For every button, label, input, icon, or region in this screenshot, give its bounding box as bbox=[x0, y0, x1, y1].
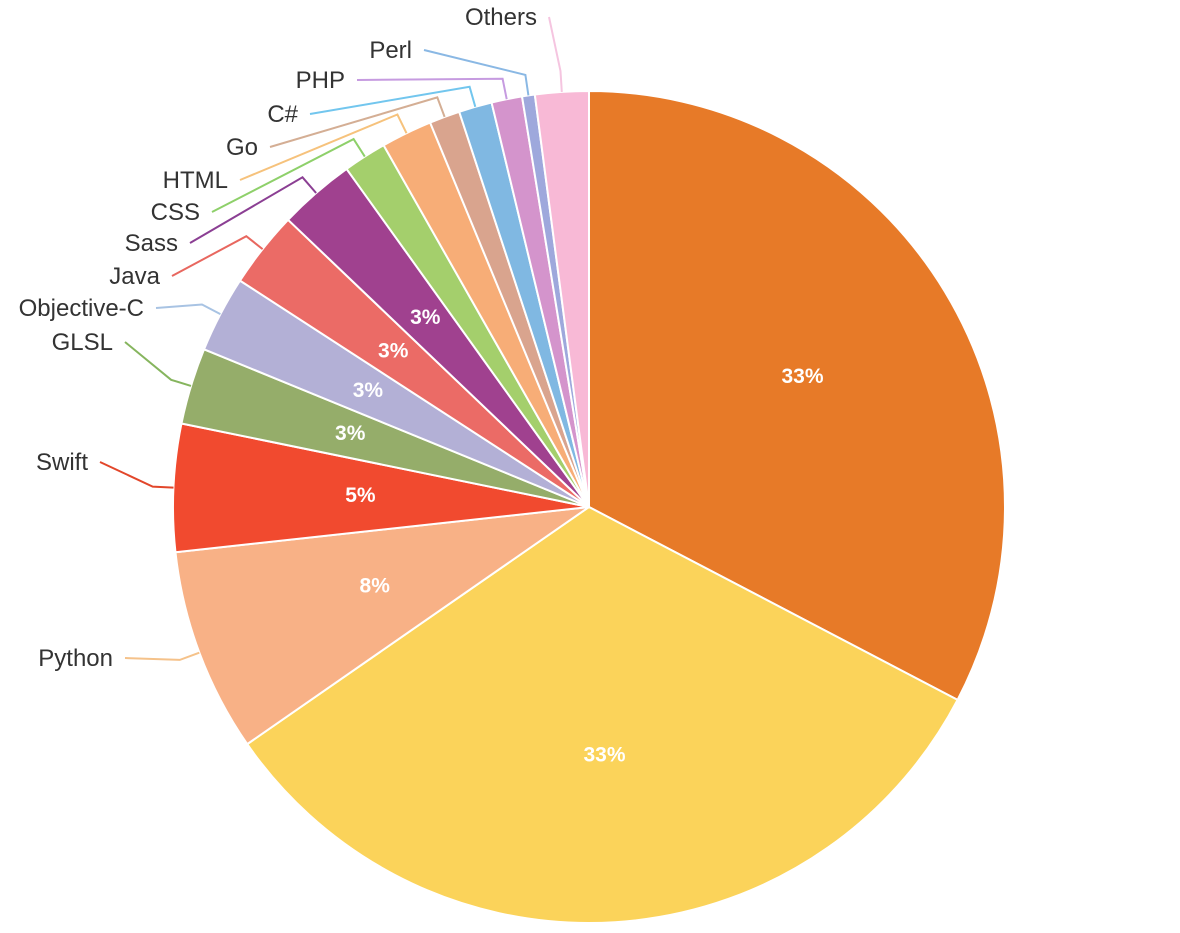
pie-slice-python bbox=[174, 506, 590, 746]
leader-line bbox=[189, 176, 317, 244]
category-label: Swift bbox=[36, 449, 88, 476]
percentage-label: 3% bbox=[410, 306, 441, 329]
pie-slice-slice-0 bbox=[588, 90, 1006, 701]
category-label: Others bbox=[465, 4, 537, 31]
leader-line bbox=[423, 49, 530, 96]
category-label: Objective-C bbox=[19, 295, 144, 322]
category-label: GLSL bbox=[52, 329, 113, 356]
leader-line bbox=[309, 85, 477, 115]
leader-line bbox=[171, 235, 264, 277]
percentage-label: 3% bbox=[335, 422, 366, 445]
leader-line bbox=[155, 303, 221, 315]
leader-line bbox=[239, 113, 408, 181]
leader-line bbox=[356, 77, 508, 100]
pie-slice-slice-1 bbox=[246, 506, 959, 924]
category-label: PHP bbox=[296, 67, 345, 94]
category-label: Sass bbox=[125, 230, 178, 257]
leader-lines bbox=[99, 16, 563, 661]
pie-slices bbox=[172, 89, 1006, 924]
category-label: C# bbox=[267, 101, 298, 128]
category-label: HTML bbox=[163, 167, 228, 194]
leader-line bbox=[99, 461, 174, 489]
leader-line bbox=[269, 96, 446, 148]
percentage-label: 3% bbox=[353, 379, 384, 402]
leader-line bbox=[124, 341, 192, 387]
category-label: Perl bbox=[369, 37, 412, 64]
percentage-label: 8% bbox=[360, 575, 391, 598]
percentage-label: 3% bbox=[378, 340, 409, 363]
leader-line bbox=[548, 16, 563, 92]
percentage-label: 33% bbox=[781, 365, 823, 388]
category-label: Java bbox=[109, 263, 160, 290]
percentage-label: 33% bbox=[583, 744, 625, 767]
percentage-label: 5% bbox=[345, 484, 376, 507]
category-label: CSS bbox=[151, 199, 200, 226]
leader-line bbox=[124, 651, 200, 661]
category-label: Python bbox=[38, 645, 113, 672]
category-labels: Python Swift GLSL Objective-C Java Sass CSS HTM… bbox=[19, 4, 537, 672]
category-label: Go bbox=[226, 134, 258, 161]
percentage-labels: 33%33%8%5%3%3%3%3% bbox=[335, 306, 824, 766]
leader-line bbox=[211, 137, 366, 213]
